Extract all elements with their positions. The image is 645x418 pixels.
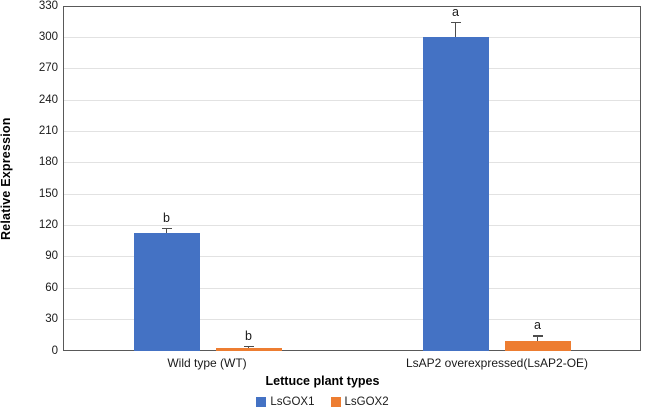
legend-item-lsgox1: LsGOX1 xyxy=(256,396,315,408)
gridline xyxy=(64,287,640,289)
gridline xyxy=(64,162,640,164)
error-bar-cap xyxy=(243,345,254,348)
legend-item-lsgox2: LsGOX2 xyxy=(330,396,389,408)
gridline xyxy=(64,68,640,70)
bar-lsgox2-wt xyxy=(215,347,282,351)
significance-letter: b xyxy=(245,328,252,343)
gridline xyxy=(64,36,640,38)
y-tick-label: 240 xyxy=(38,93,58,106)
gridline xyxy=(64,319,640,321)
legend-label-lsgox2: LsGOX2 xyxy=(344,396,389,408)
y-tick-label: 30 xyxy=(45,313,58,326)
significance-letter: a xyxy=(452,4,459,19)
x-category-label-wt: Wild type (WT) xyxy=(167,356,247,370)
bar-lsgox2-oe xyxy=(504,340,571,351)
gridline xyxy=(64,193,640,195)
y-tick-label: 150 xyxy=(38,187,58,200)
legend-swatch-lsgox1 xyxy=(256,397,267,407)
gridline xyxy=(64,225,640,227)
significance-letter: a xyxy=(534,318,541,333)
gridline xyxy=(64,99,640,101)
error-bar xyxy=(165,227,168,233)
significance-letter: b xyxy=(163,210,170,225)
y-tick-label: 210 xyxy=(38,124,58,137)
error-bar-cap xyxy=(450,21,461,24)
error-bar xyxy=(536,335,539,341)
bar-lsgox1-wt xyxy=(133,232,200,351)
y-tick-label: 60 xyxy=(45,281,58,294)
x-category-label-lsap2-oe: LsAP2 overexpressed(LsAP2-OE) xyxy=(405,356,589,370)
gridline xyxy=(64,130,640,132)
y-tick-label: 300 xyxy=(38,30,58,43)
y-tick-label: 90 xyxy=(45,250,58,263)
x-axis-title: Lettuce plant types xyxy=(265,374,380,388)
y-tick-label: 120 xyxy=(38,219,58,232)
legend-swatch-lsgox2 xyxy=(330,397,341,407)
gridline xyxy=(64,256,640,258)
y-tick-label: 270 xyxy=(38,62,58,75)
y-tick-label: 180 xyxy=(38,156,58,169)
y-tick-label: 0 xyxy=(51,344,58,357)
y-tick-label: 330 xyxy=(38,0,58,12)
error-bar-cap xyxy=(161,227,172,230)
legend-label-lsgox1: LsGOX1 xyxy=(270,396,315,408)
y-axis-title: Relative Expression xyxy=(0,117,13,240)
legend: LsGOX1 LsGOX2 xyxy=(0,396,645,408)
bar-lsgox1-oe xyxy=(422,37,489,351)
error-bar xyxy=(454,21,457,38)
error-bar-cap xyxy=(532,335,543,337)
